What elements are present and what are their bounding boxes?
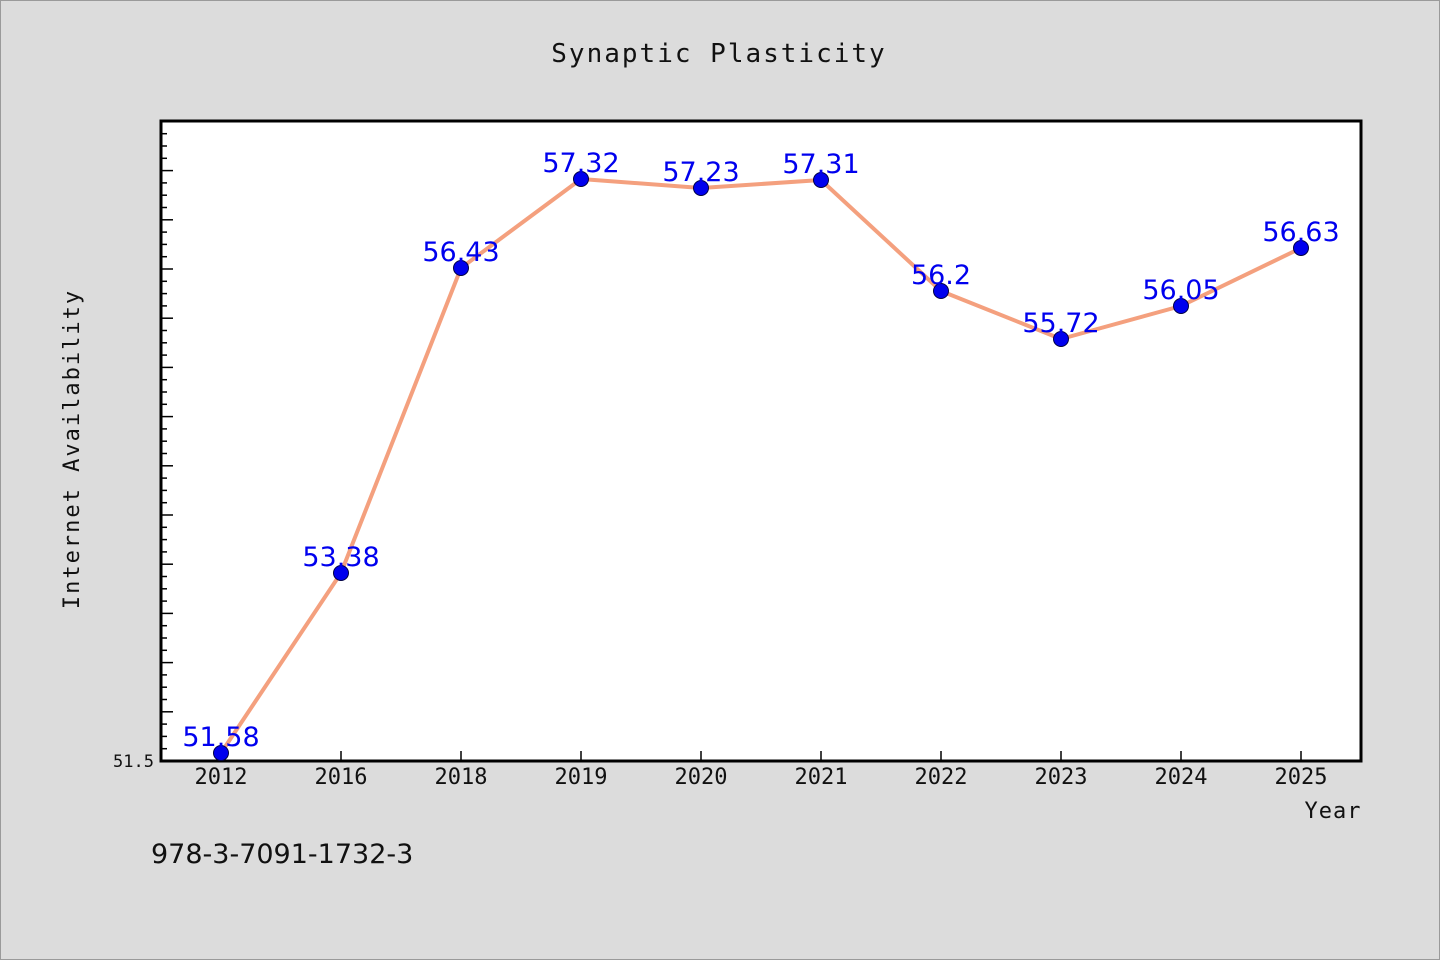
x-tick-label: 2021 bbox=[795, 765, 848, 790]
data-point bbox=[933, 283, 949, 299]
y-tick-label: 51.5 bbox=[113, 752, 154, 772]
plot-area bbox=[159, 119, 1363, 763]
data-point bbox=[693, 180, 709, 196]
data-label: 51.58 bbox=[182, 722, 259, 753]
x-tick-label: 2019 bbox=[555, 765, 608, 790]
data-label: 56.2 bbox=[911, 260, 971, 291]
data-label: 56.43 bbox=[422, 237, 499, 268]
data-point bbox=[813, 172, 829, 188]
x-tick-label: 2023 bbox=[1035, 765, 1088, 790]
chart-title: Synaptic Plasticity bbox=[551, 39, 886, 69]
data-label: 56.63 bbox=[1262, 217, 1339, 248]
data-point bbox=[573, 171, 589, 187]
data-label: 57.31 bbox=[782, 149, 859, 180]
x-axis-tick-labels: 2012 2016 2018 2019 2020 2021 2022 2023 2024 2025 bbox=[195, 765, 1328, 790]
x-tick-label: 2022 bbox=[915, 765, 968, 790]
data-point bbox=[453, 260, 469, 276]
data-label: 53.38 bbox=[302, 542, 379, 573]
x-tick-label: 2024 bbox=[1155, 765, 1208, 790]
data-label: 57.32 bbox=[542, 148, 619, 179]
x-axis-label: Year bbox=[1305, 799, 1362, 824]
data-point bbox=[1293, 240, 1309, 256]
data-label: 55.72 bbox=[1022, 308, 1099, 339]
series-line bbox=[219, 177, 1303, 755]
y-axis-minor-ticks bbox=[161, 132, 173, 762]
x-tick-label: 2020 bbox=[675, 765, 728, 790]
data-point bbox=[333, 565, 349, 581]
data-label: 56.05 bbox=[1142, 275, 1219, 306]
data-point bbox=[1053, 331, 1069, 347]
footer-code: 978-3-7091-1732-3 bbox=[151, 839, 413, 870]
y-axis-tick-labels: 51.5 bbox=[113, 752, 154, 772]
y-axis-label: Internet Availability bbox=[60, 289, 85, 609]
data-label: 57.23 bbox=[662, 157, 739, 188]
x-tick-label: 2025 bbox=[1275, 765, 1328, 790]
x-tick-label: 2012 bbox=[195, 765, 248, 790]
data-points bbox=[213, 171, 1309, 761]
data-labels: 51.58 53.38 56.43 57.32 57.23 57.31 56.2 55.72 5… bbox=[182, 148, 1339, 753]
data-point bbox=[1173, 298, 1189, 314]
data-point bbox=[213, 745, 229, 761]
x-tick-label: 2018 bbox=[435, 765, 488, 790]
x-tick-label: 2016 bbox=[315, 765, 368, 790]
